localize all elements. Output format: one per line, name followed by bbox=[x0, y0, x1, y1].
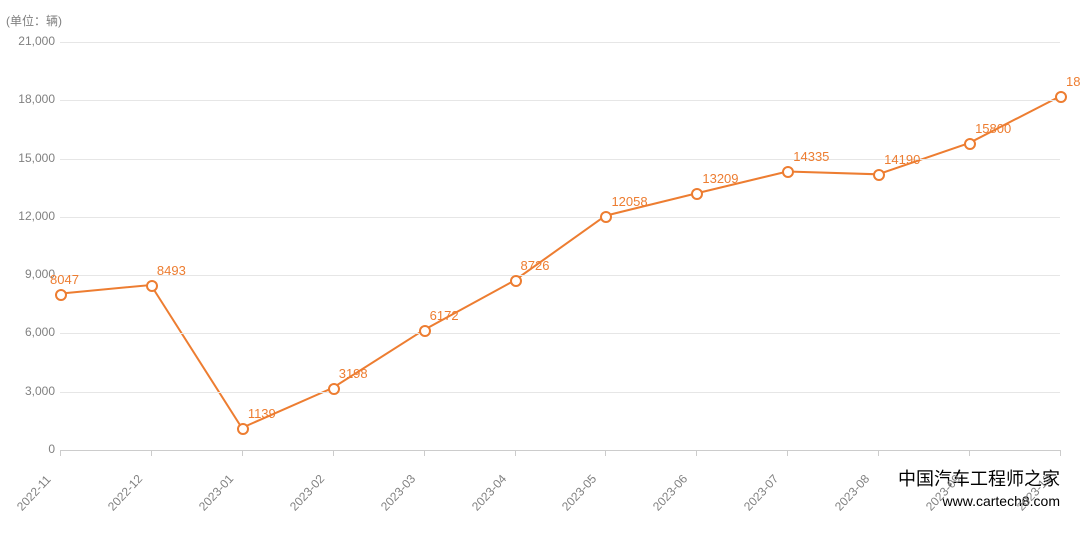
data-label: 8726 bbox=[521, 258, 550, 273]
data-point bbox=[691, 188, 703, 200]
data-label: 6172 bbox=[430, 308, 459, 323]
data-point bbox=[600, 211, 612, 223]
y-tick-label: 9,000 bbox=[5, 267, 55, 281]
y-tick-label: 6,000 bbox=[5, 325, 55, 339]
data-point bbox=[146, 280, 158, 292]
x-tick bbox=[787, 450, 788, 456]
data-label: 14335 bbox=[793, 149, 829, 164]
watermark-url: www.cartech8.com bbox=[943, 493, 1060, 509]
data-point bbox=[782, 166, 794, 178]
data-point bbox=[873, 169, 885, 181]
gridline bbox=[60, 100, 1060, 101]
gridline bbox=[60, 392, 1060, 393]
data-point bbox=[237, 423, 249, 435]
gridline bbox=[60, 333, 1060, 334]
x-tick bbox=[1060, 450, 1061, 456]
data-label: 8493 bbox=[157, 263, 186, 278]
data-point bbox=[964, 138, 976, 150]
gridline bbox=[60, 217, 1060, 218]
x-tick bbox=[696, 450, 697, 456]
data-label: 18202 bbox=[1066, 74, 1080, 89]
x-tick bbox=[515, 450, 516, 456]
data-point bbox=[1055, 91, 1067, 103]
data-point bbox=[328, 383, 340, 395]
y-tick-label: 21,000 bbox=[5, 34, 55, 48]
y-tick-label: 3,000 bbox=[5, 384, 55, 398]
data-label: 12058 bbox=[611, 194, 647, 209]
data-label: 3198 bbox=[339, 366, 368, 381]
y-tick-label: 18,000 bbox=[5, 92, 55, 106]
data-label: 8047 bbox=[50, 272, 79, 287]
x-axis bbox=[60, 450, 1060, 451]
data-label: 14190 bbox=[884, 152, 920, 167]
y-tick-label: 12,000 bbox=[5, 209, 55, 223]
line-chart: (单位：辆) 中国汽车工程师之家 www.cartech8.com 03,000… bbox=[0, 0, 1080, 533]
x-tick bbox=[969, 450, 970, 456]
data-point bbox=[55, 289, 67, 301]
x-tick bbox=[151, 450, 152, 456]
x-tick bbox=[60, 450, 61, 456]
data-point bbox=[419, 325, 431, 337]
x-tick bbox=[333, 450, 334, 456]
y-tick-label: 0 bbox=[5, 442, 55, 456]
x-tick bbox=[242, 450, 243, 456]
gridline bbox=[60, 275, 1060, 276]
data-point bbox=[510, 275, 522, 287]
x-tick bbox=[878, 450, 879, 456]
data-label: 13209 bbox=[702, 171, 738, 186]
data-label: 1139 bbox=[248, 406, 276, 421]
x-tick bbox=[424, 450, 425, 456]
y-tick-label: 15,000 bbox=[5, 151, 55, 165]
gridline bbox=[60, 42, 1060, 43]
data-label: 15800 bbox=[975, 121, 1011, 136]
x-tick bbox=[605, 450, 606, 456]
